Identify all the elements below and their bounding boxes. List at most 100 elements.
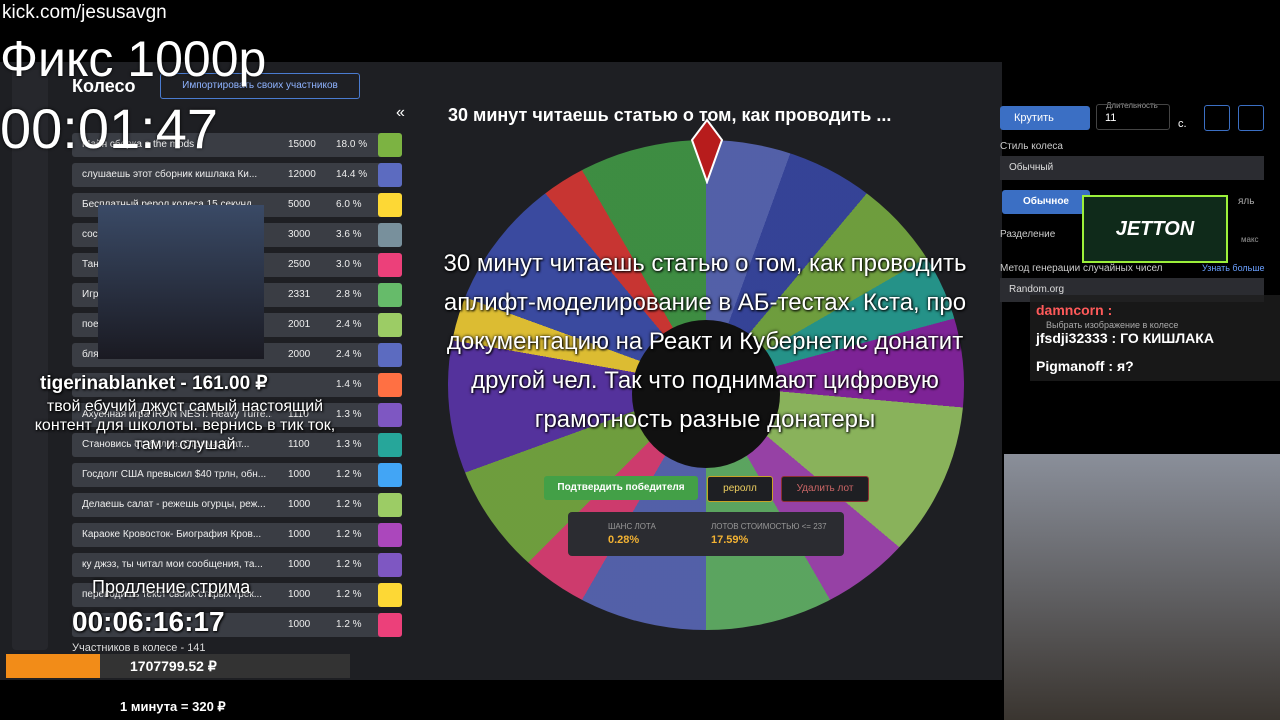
row: ку джэз, ты читал мои сообщения, та... 10… [72, 553, 402, 577]
row-color [378, 313, 402, 337]
row-amount: 12000 [288, 169, 316, 180]
row: слушаешь этот сборник кишлака Ки... 12000… [72, 163, 402, 187]
row-color [378, 253, 402, 277]
spin-button[interactable]: Крутить [1000, 106, 1090, 130]
split-max: макс [1241, 235, 1259, 244]
chat-text: я? [1117, 358, 1134, 374]
progress [6, 654, 350, 678]
chat-message: damncorn : [1036, 302, 1116, 318]
row-color [378, 133, 402, 157]
donation-header: tigerinablanket - 161.00 ₽ [40, 373, 268, 394]
chance-label: ШАНС ЛОТА [608, 522, 656, 531]
row-color [378, 433, 402, 457]
row-amount: 1110 [288, 409, 309, 420]
dice-button[interactable] [1204, 105, 1230, 131]
row-color [378, 403, 402, 427]
row-percent: 1.2 % [336, 529, 362, 540]
row-amount: 1100 [288, 439, 310, 450]
row-name: Игр [82, 289, 99, 300]
sidebar [12, 70, 48, 650]
row-amount: 2000 [288, 349, 311, 360]
row-percent: 14.4 % [336, 169, 368, 180]
row-name: сос [82, 229, 98, 240]
row-percent: 18.0 % [336, 139, 368, 150]
row-name: переводишь текст своих старых трек... [82, 589, 263, 600]
streamer-cam [1004, 454, 1280, 720]
row-percent: 1.3 % [336, 439, 362, 450]
delete-button[interactable]: Удалить лот [781, 476, 869, 502]
row-color [378, 613, 402, 637]
panel-title: Колесо [72, 76, 136, 96]
row: Ахуенная игра IRON NEST: Heavy Turre... 1… [72, 403, 402, 427]
row-color [378, 373, 402, 397]
duration-label: Длительность [1106, 101, 1158, 110]
row-color [378, 493, 402, 517]
row-color [378, 583, 402, 607]
row: Становись стабилее. Стрима Кват... 1100 1.… [72, 433, 402, 457]
duration-input[interactable]: 11 [1096, 104, 1170, 130]
image-select[interactable]: Выбрать изображение в колесе [1046, 320, 1179, 330]
import-button[interactable]: Импортировать своих участников [160, 73, 360, 99]
row-name: пое [82, 319, 99, 330]
winner-text: 30 минут читаешь статью о том, как прово… [443, 250, 967, 433]
row-amount: 1000 [288, 529, 311, 540]
rate: 1 минута = 320 ₽ [120, 699, 226, 714]
chat [1030, 295, 1280, 381]
row: Госдолг США превысил $40 трлн, обн... 100… [72, 463, 402, 487]
timer: 00:01:47 [0, 97, 218, 160]
chat-text: ГО КИШЛАКА [1120, 330, 1214, 346]
row-name: Становись стабилее. Стрима Кват... [82, 439, 250, 450]
style-select[interactable]: Обычный [1000, 156, 1264, 180]
fix: Фикс 1000р [0, 31, 267, 87]
row-name: ку джэз, ты читал мои сообщения, та... [82, 559, 263, 570]
rng-link[interactable]: Узнать больше [1202, 263, 1265, 273]
music-button[interactable] [1238, 105, 1264, 131]
chat-message: Pigmanoff : я? [1036, 358, 1134, 374]
row-color [378, 553, 402, 577]
style-label: Стиль колеса [1000, 141, 1063, 152]
row-percent: 1.2 % [336, 619, 362, 630]
video-clip [98, 205, 264, 359]
row-amount: 1000 [288, 559, 311, 570]
wheel-center [632, 320, 780, 468]
row-name: Ахуенная игра IRON NEST: Heavy Turre... [82, 409, 272, 420]
wheel-title: 30 минут читаешь статью о том, как прово… [448, 105, 892, 125]
row-color [378, 523, 402, 547]
row-name: Госдолг США превысил $40 трлн, обн... [82, 469, 267, 480]
chat-user: Pigmanoff : [1036, 358, 1113, 374]
collapse[interactable]: « [396, 104, 405, 121]
row-amount: 2331 [288, 289, 311, 300]
row-percent: 3.6 % [336, 229, 362, 240]
row-amount: 5000 [288, 199, 311, 210]
row-amount: 1000 [288, 469, 311, 480]
row-name: слушаешь этот сборник кишлака Ки... [82, 169, 258, 180]
row-percent: 6.0 % [336, 199, 362, 210]
row-name: Делаешь салат - режешь огурцы, реж... [82, 499, 266, 510]
row-amount: 15000 [288, 139, 316, 150]
row-amount: 1000 [288, 589, 311, 600]
row-color [378, 223, 402, 247]
row-amount: 1000 [288, 499, 311, 510]
cheaper: 17.59% [711, 534, 749, 546]
donation-message: твой ебучий джуст самый настоящий контен… [34, 398, 336, 453]
row-name: Тан [82, 259, 99, 270]
row-name: бля [82, 349, 99, 360]
row-percent: 2.4 % [336, 319, 362, 330]
extend-timer: 00:06:16:17 [72, 606, 225, 637]
row: Караоке Кровосток- Биография Кров... 1000… [72, 523, 402, 547]
row-color [378, 343, 402, 367]
split-label: Разделение [1000, 229, 1056, 240]
mode-button[interactable]: Обычное [1002, 190, 1090, 214]
chat-user: jfsdji32333 : [1036, 330, 1117, 346]
row-percent: 1.2 % [336, 589, 362, 600]
confirm-button[interactable]: Подтвердить победителя [544, 476, 698, 500]
url: kick.com/jesusavgn [2, 2, 167, 23]
row: 1000 1.2 % [72, 613, 402, 637]
row: Майн сборка a the mods 15000 18.0 % [72, 133, 402, 157]
reroll-button[interactable]: реролл [707, 476, 773, 502]
row-color [378, 463, 402, 487]
row-amount: 1000 [288, 619, 311, 630]
row-percent: 1.2 % [336, 469, 362, 480]
cheaper-label: ЛОТОВ СТОИМОСТЬЮ <= 237 [711, 522, 827, 531]
